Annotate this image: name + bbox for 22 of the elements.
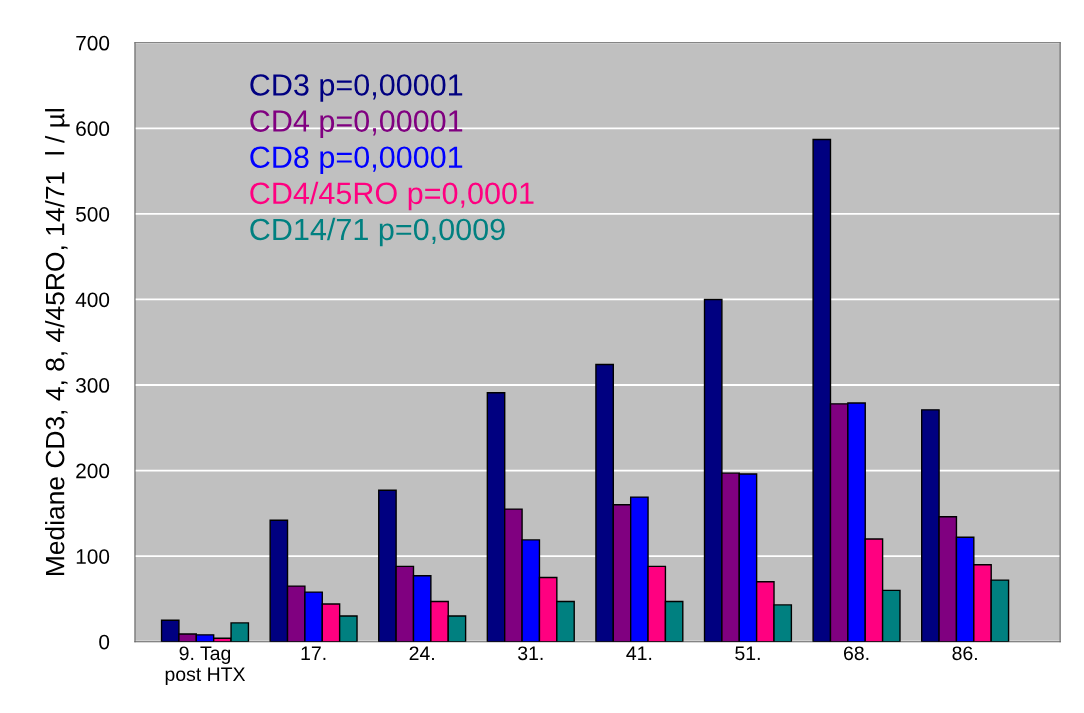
x-tick-label: 24. — [409, 646, 434, 660]
x-tick-label: 68. — [844, 646, 869, 661]
text: CD4/45RO p=0,0001 — [250, 181, 534, 211]
x-tick-label: 86. — [952, 646, 977, 661]
x-tick-label: 17. — [301, 646, 326, 660]
y-tick-label: 100 — [76, 549, 110, 564]
text: CD4 p=0,00001 — [250, 110, 463, 138]
y-tick-label: 300 — [76, 378, 110, 393]
x-tick-label: 41. — [626, 646, 652, 660]
text: CD3 p=0,00001 — [250, 74, 463, 102]
y-tick-label: 700 — [76, 35, 110, 51]
text: CD8 p=0,00001 — [250, 146, 463, 175]
x-tick-label: 31. — [518, 646, 543, 661]
y-axis-title: Mediane CD3, 4, 8, 4/45RO, 14/71 l / µl — [45, 109, 70, 576]
y-tick-label: 600 — [76, 121, 110, 137]
text: CD14/71 p=0,0009 — [250, 217, 505, 247]
x-tick-label: 9. Tag post HTX — [165, 646, 246, 685]
y-tick-label: 200 — [76, 463, 110, 479]
y-tick-label: 500 — [76, 206, 110, 222]
y-tick-label: 400 — [75, 292, 110, 308]
x-tick-label: 51. — [735, 646, 760, 661]
y-tick-label: 0 — [99, 634, 110, 650]
